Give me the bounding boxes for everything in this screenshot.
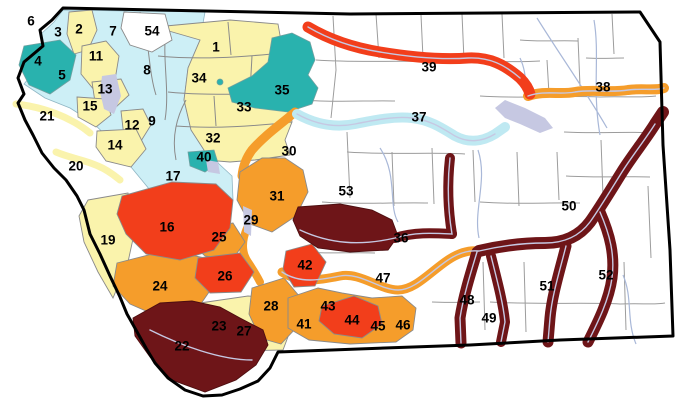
- basin-label-43[interactable]: 43: [320, 299, 336, 314]
- basin-16[interactable]: [116, 181, 234, 261]
- basin-label-20[interactable]: 20: [68, 159, 83, 174]
- basin-54[interactable]: [120, 11, 173, 53]
- basin-21-ribbon[interactable]: [12, 100, 94, 137]
- basin-label-16[interactable]: 16: [159, 220, 175, 235]
- basin-44-45[interactable]: [318, 295, 383, 339]
- lake-canyon-ferry: [243, 206, 252, 236]
- basin-label-12[interactable]: 12: [124, 118, 139, 133]
- basin-label-31[interactable]: 31: [269, 189, 285, 204]
- basin-label-4[interactable]: 4: [34, 54, 42, 69]
- basin-label-47[interactable]: 47: [375, 271, 390, 286]
- basin-label-39[interactable]: 39: [421, 60, 436, 75]
- basin-label-13[interactable]: 13: [97, 82, 113, 97]
- basin-label-1[interactable]: 1: [212, 40, 220, 55]
- basin-label-40[interactable]: 40: [196, 150, 211, 165]
- basin-label-53[interactable]: 53: [338, 184, 354, 199]
- basin-36-musselshell[interactable]: [292, 203, 399, 253]
- basin-teal-speck: [216, 78, 224, 86]
- basin-label-11[interactable]: 11: [89, 49, 104, 64]
- basin-label-5[interactable]: 5: [58, 68, 66, 83]
- basin-label-33[interactable]: 33: [236, 100, 252, 115]
- basin-30-ribbon[interactable]: [237, 107, 300, 181]
- basin-label-19[interactable]: 19: [100, 233, 115, 248]
- basin-labels: 1234567891112131415161719202122232425262…: [27, 14, 613, 354]
- basin-label-32[interactable]: 32: [205, 131, 220, 146]
- basin-label-23[interactable]: 23: [211, 319, 227, 334]
- basin-label-17[interactable]: 17: [165, 169, 180, 184]
- basin-label-35[interactable]: 35: [274, 83, 290, 98]
- basin-label-46[interactable]: 46: [395, 318, 411, 333]
- basin-label-41[interactable]: 41: [296, 317, 312, 332]
- basin-label-44[interactable]: 44: [344, 313, 360, 328]
- basin-label-22[interactable]: 22: [174, 339, 189, 354]
- basin-14[interactable]: [95, 128, 147, 168]
- basin-label-49[interactable]: 49: [481, 311, 496, 326]
- lake-flathead: [100, 74, 121, 114]
- basin-label-3[interactable]: 3: [54, 25, 62, 40]
- basin-label-38[interactable]: 38: [595, 80, 611, 95]
- basin-label-15[interactable]: 15: [82, 99, 98, 114]
- basin-26[interactable]: [194, 252, 255, 294]
- basin-label-34[interactable]: 34: [191, 71, 207, 86]
- basin-label-45[interactable]: 45: [370, 319, 386, 334]
- basin-label-50[interactable]: 50: [561, 199, 576, 214]
- basin-35[interactable]: [227, 32, 319, 113]
- basin-label-42[interactable]: 42: [297, 258, 312, 273]
- basin-label-30[interactable]: 30: [281, 144, 296, 159]
- lake-fort-peck: [495, 100, 553, 133]
- basin-15[interactable]: [76, 96, 112, 128]
- state-border: [16, 6, 675, 398]
- basin-label-52[interactable]: 52: [598, 268, 613, 283]
- basin-label-8[interactable]: 8: [143, 63, 151, 78]
- basin-internal-boundaries: [139, 11, 293, 161]
- basin-label-54[interactable]: 54: [144, 24, 160, 39]
- basin-label-29[interactable]: 29: [243, 213, 258, 228]
- basin-label-7[interactable]: 7: [109, 24, 117, 39]
- basin-label-48[interactable]: 48: [459, 293, 475, 308]
- basin-label-14[interactable]: 14: [107, 138, 123, 153]
- basin-20-ribbon[interactable]: [52, 148, 124, 184]
- basin-label-24[interactable]: 24: [152, 279, 168, 294]
- basin-label-28[interactable]: 28: [263, 299, 279, 314]
- basin-label-2[interactable]: 2: [75, 22, 83, 37]
- lake-helena-valley: [206, 160, 220, 174]
- basin-28[interactable]: [248, 277, 301, 345]
- basin-label-6[interactable]: 6: [27, 14, 35, 29]
- basin-label-37[interactable]: 37: [411, 110, 426, 125]
- basin-label-36[interactable]: 36: [393, 231, 409, 246]
- basin-label-51[interactable]: 51: [539, 279, 555, 294]
- basin-29-ribbon[interactable]: [239, 224, 264, 286]
- basin-label-21[interactable]: 21: [39, 109, 55, 124]
- basin-label-26[interactable]: 26: [217, 269, 233, 284]
- basin-label-25[interactable]: 25: [211, 230, 227, 245]
- river-centerlines: [149, 26, 665, 361]
- basin-label-27[interactable]: 27: [236, 324, 251, 339]
- basin-label-9[interactable]: 9: [148, 114, 156, 129]
